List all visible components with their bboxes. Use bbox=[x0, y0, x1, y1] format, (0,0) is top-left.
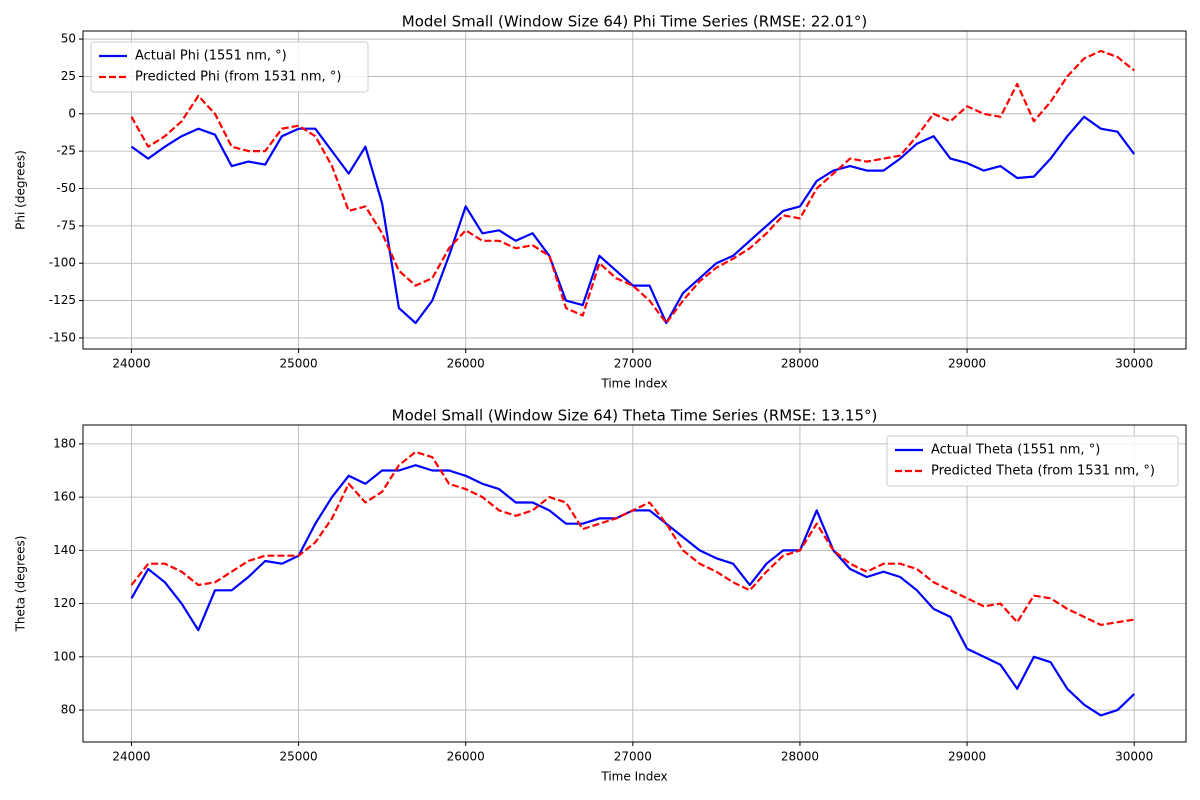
x-tick-label: 27000 bbox=[614, 750, 652, 764]
x-tick-label: 29000 bbox=[948, 750, 986, 764]
y-tick-label: 100 bbox=[53, 649, 76, 663]
y-tick-label: 0 bbox=[68, 106, 76, 120]
x-tick-label: 25000 bbox=[279, 357, 317, 371]
x-tick-label: 28000 bbox=[781, 357, 819, 371]
y-tick-label: -150 bbox=[49, 330, 76, 344]
x-tick-label: 27000 bbox=[614, 357, 652, 371]
y-tick-label: 160 bbox=[53, 490, 76, 504]
x-axis-label: Time Index bbox=[600, 770, 667, 784]
y-tick-label: 120 bbox=[53, 596, 76, 610]
x-tick-label: 28000 bbox=[781, 750, 819, 764]
y-tick-label: 50 bbox=[61, 32, 76, 46]
x-tick-label: 30000 bbox=[1115, 750, 1153, 764]
legend-label: Actual Theta (1551 nm, °) bbox=[931, 443, 1100, 458]
series-line bbox=[130, 115, 1136, 325]
plot-frame bbox=[82, 424, 1187, 743]
y-tick-label: 80 bbox=[61, 703, 76, 717]
series-line bbox=[130, 450, 1135, 626]
x-tick-label: 24000 bbox=[112, 357, 150, 371]
x-tick-label: 26000 bbox=[447, 750, 485, 764]
series-line bbox=[130, 49, 1135, 325]
y-axis-label: Theta (degrees) bbox=[14, 536, 28, 633]
y-tick-label: -125 bbox=[49, 293, 76, 307]
x-tick-label: 29000 bbox=[948, 357, 986, 371]
plot-frame bbox=[82, 30, 1187, 350]
y-tick-label: -50 bbox=[56, 181, 76, 195]
legend-box bbox=[90, 41, 369, 93]
y-tick-label: 25 bbox=[61, 69, 76, 83]
y-tick-label: -100 bbox=[49, 256, 76, 270]
x-tick-label: 30000 bbox=[1115, 357, 1153, 371]
y-tick-label: -25 bbox=[56, 144, 76, 158]
x-tick-label: 24000 bbox=[112, 750, 150, 764]
x-tick-label: 26000 bbox=[447, 357, 485, 371]
legend-box bbox=[886, 435, 1179, 487]
y-tick-label: 180 bbox=[53, 436, 76, 450]
y-axis-label: Phi (degrees) bbox=[14, 150, 28, 230]
y-tick-label: -75 bbox=[56, 218, 76, 232]
legend-label: Predicted Theta (from 1531 nm, °) bbox=[931, 464, 1155, 479]
legend-label: Predicted Phi (from 1531 nm, °) bbox=[135, 70, 341, 85]
x-tick-label: 25000 bbox=[279, 750, 317, 764]
chart-title: Model Small (Window Size 64) Theta Time … bbox=[392, 407, 878, 425]
legend-label: Actual Phi (1551 nm, °) bbox=[135, 49, 287, 64]
chart-title: Model Small (Window Size 64) Phi Time Se… bbox=[402, 13, 867, 31]
x-axis-label: Time Index bbox=[600, 377, 667, 391]
y-tick-label: 140 bbox=[53, 543, 76, 557]
